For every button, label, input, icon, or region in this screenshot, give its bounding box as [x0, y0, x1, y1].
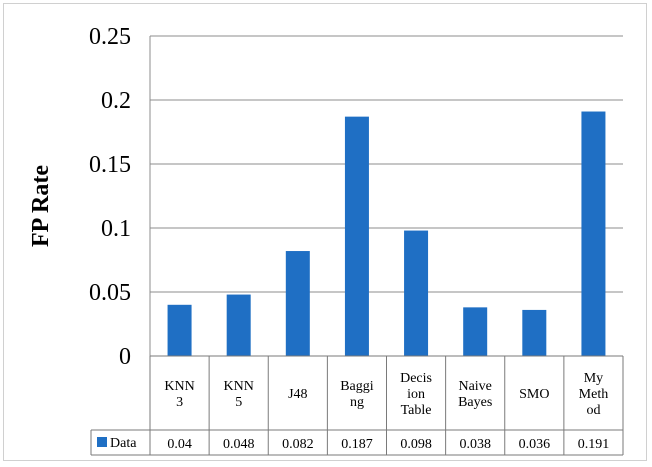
data-table: KNN3KNN5J48BaggingDecisionTableNaiveBaye… — [90, 355, 624, 456]
value-label: 0.191 — [578, 437, 610, 452]
bar — [522, 309, 547, 356]
bar — [404, 230, 429, 356]
value-label: 0.04 — [167, 437, 192, 452]
category-label: My — [584, 371, 603, 386]
legend-label: Data — [110, 436, 137, 451]
category-label: Bayes — [458, 395, 492, 410]
bar — [167, 304, 192, 356]
category-label: 5 — [235, 395, 242, 410]
category-label: ion — [407, 387, 425, 402]
y-tick-label: 0.2 — [101, 88, 131, 114]
category-label: Table — [401, 403, 432, 418]
bar — [226, 294, 251, 356]
bar — [581, 111, 606, 357]
category-label: od — [586, 403, 600, 418]
y-tick-label: 0.1 — [101, 216, 131, 242]
category-label: KNN — [164, 379, 194, 394]
value-label: 0.048 — [223, 437, 255, 452]
y-tick-label: 0.15 — [89, 152, 131, 178]
category-label: SMO — [519, 387, 549, 402]
y-tick-label: 0.05 — [89, 280, 131, 306]
bar — [285, 251, 310, 356]
y-tick-label: 0.25 — [89, 24, 131, 50]
bar — [344, 116, 369, 356]
category-label: ng — [350, 395, 364, 410]
y-axis-label: FP Rate — [28, 165, 54, 247]
category-label: J48 — [288, 387, 307, 402]
value-label: 0.187 — [341, 437, 373, 452]
y-tick-labels: 0 0.05 0.1 0.15 0.2 0.25 — [89, 24, 131, 370]
value-label: 0.038 — [459, 437, 491, 452]
bars — [167, 111, 606, 357]
category-label: Decis — [400, 371, 432, 386]
category-label: KNN — [224, 379, 254, 394]
value-label: 0.098 — [400, 437, 432, 452]
legend-key — [97, 437, 107, 447]
gridlines — [149, 35, 623, 356]
category-label: Baggi — [340, 379, 374, 394]
y-tick-label: 0 — [119, 344, 131, 370]
category-label: 3 — [176, 395, 183, 410]
bar — [463, 307, 488, 356]
value-label: 0.036 — [519, 437, 551, 452]
category-label: Meth — [579, 387, 609, 402]
value-label: 0.082 — [282, 437, 314, 452]
category-label: Naive — [458, 379, 491, 394]
chart-frame — [3, 3, 647, 461]
